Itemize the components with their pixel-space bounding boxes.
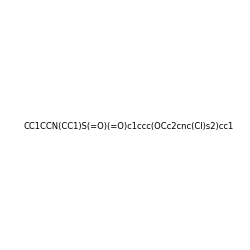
Text: CC1CCN(CC1)S(=O)(=O)c1ccc(OCc2cnc(Cl)s2)cc1: CC1CCN(CC1)S(=O)(=O)c1ccc(OCc2cnc(Cl)s2)… [23,122,233,131]
